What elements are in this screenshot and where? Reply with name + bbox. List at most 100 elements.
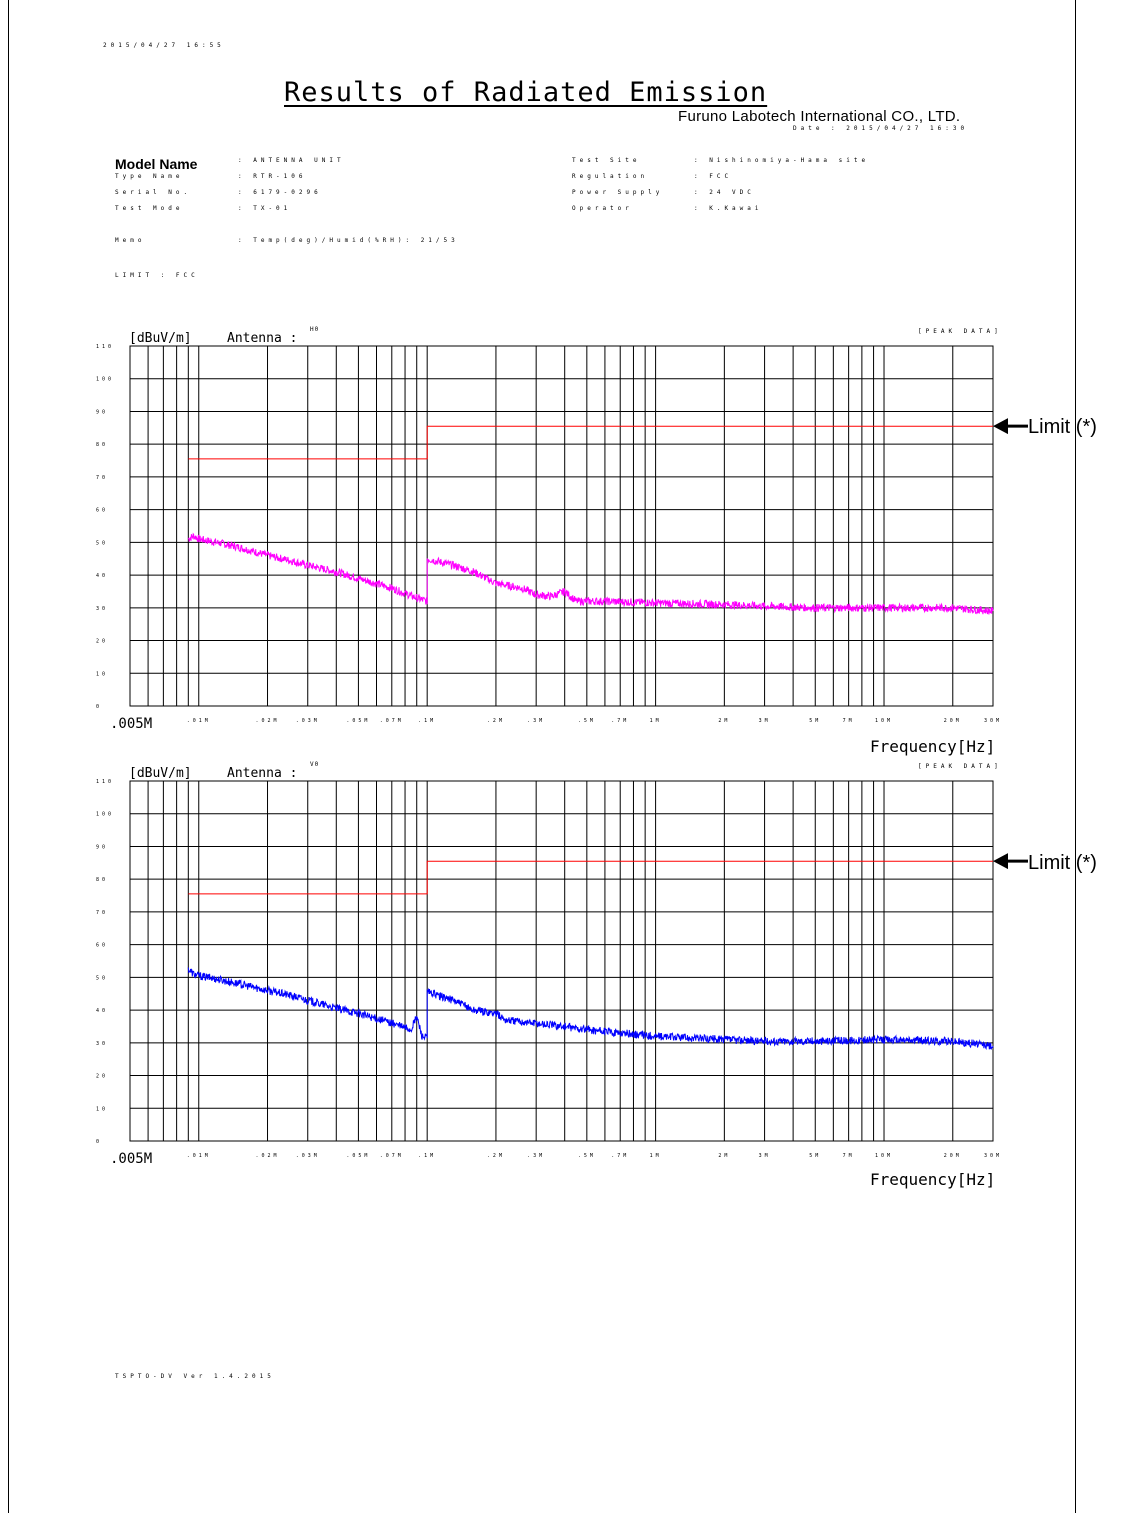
x-tick-label: .01M	[187, 718, 211, 724]
x-tick-label: .05M	[346, 1153, 370, 1159]
y-tick-label: 40	[96, 573, 108, 579]
y-tick-label: 10	[96, 1106, 108, 1112]
test-site-label: Test Site	[572, 157, 641, 164]
x-tick-label: .3M	[527, 718, 545, 724]
y-tick-label: 100	[96, 812, 114, 818]
y-tick-label: 110	[96, 779, 114, 785]
y-tick-label: 100	[96, 377, 114, 383]
emission-trace	[187, 967, 994, 1050]
limit-line	[188, 860, 993, 895]
x-tick-label: 2M	[718, 718, 730, 724]
y-tick-label: 80	[96, 442, 108, 448]
memo-label: Memo	[115, 237, 146, 244]
operator-label: Operator	[572, 205, 633, 212]
report-date: Date : 2015/04/27 16:30	[793, 125, 969, 132]
x-tick-label: 5M	[809, 718, 821, 724]
x-tick-label: 10M	[875, 1153, 893, 1159]
y-tick-label: 80	[96, 877, 108, 883]
chart1-antenna-label: Antenna :	[227, 331, 298, 346]
x-tick-label: .02M	[255, 718, 279, 724]
limit-standard: LIMIT : FCC	[115, 272, 199, 279]
x-tick-label: 30M	[984, 718, 1002, 724]
x-tick-label: 20M	[944, 718, 962, 724]
x-tick-label: .2M	[487, 1153, 505, 1159]
x-tick-label: .02M	[255, 1153, 279, 1159]
y-tick-label: 0	[96, 1139, 102, 1145]
page-border	[8, 0, 1076, 1513]
software-version: TSPTO-DV Ver 1.4.2015	[115, 1373, 275, 1380]
regulation-value: : FCC	[694, 173, 733, 180]
x-tick-label: 10M	[875, 718, 893, 724]
limit-line	[188, 425, 993, 460]
y-tick-label: 70	[96, 910, 108, 916]
test-mode-value: : TX-01	[238, 205, 292, 212]
x-tick-label: 30M	[984, 1153, 1002, 1159]
y-tick-label: 70	[96, 475, 108, 481]
test-mode-label: Test Mode	[115, 205, 184, 212]
y-tick-label: 20	[96, 639, 108, 645]
y-tick-label: 60	[96, 508, 108, 514]
x-tick-label: .7M	[611, 1153, 629, 1159]
serial-label: Serial No.	[115, 189, 192, 196]
plot-frame	[129, 345, 994, 707]
plot-frame	[129, 780, 994, 1142]
y-tick-label: 30	[96, 1041, 108, 1047]
chart1-x-start-label: .005M	[110, 716, 153, 732]
page-title: Results of Radiated Emission	[284, 77, 768, 108]
x-tick-label: 3M	[759, 718, 771, 724]
x-tick-label: .2M	[487, 718, 505, 724]
limit-arrow-icon	[993, 853, 1008, 870]
y-tick-label: 60	[96, 943, 108, 949]
x-tick-label: .1M	[418, 1153, 436, 1159]
power-supply-value: : 24 VDC	[694, 189, 755, 196]
chart2-ylabel: [dBuV/m]	[129, 766, 192, 781]
chart2-limit-annotation: Limit (*)	[1028, 852, 1097, 874]
chart1-antenna-value: H0	[310, 326, 320, 333]
y-tick-label: 30	[96, 606, 108, 612]
x-tick-label: 1M	[650, 718, 662, 724]
model-name-value: : ANTENNA UNIT	[238, 157, 345, 164]
memo-value: : Temp(deg)/Humid(%RH): 21/53	[238, 237, 459, 244]
x-tick-label: .1M	[418, 718, 436, 724]
serial-value: : 6179-0296	[238, 189, 322, 196]
x-tick-label: 7M	[843, 718, 855, 724]
y-tick-label: 50	[96, 975, 108, 981]
y-tick-label: 90	[96, 844, 108, 850]
x-tick-label: .05M	[346, 718, 370, 724]
chart2-xlabel: Frequency[Hz]	[870, 1170, 996, 1189]
print-timestamp: 2015/04/27 16:55	[103, 42, 225, 49]
y-tick-label: 110	[96, 344, 114, 350]
x-tick-label: 7M	[843, 1153, 855, 1159]
type-name-label: Type Name	[115, 173, 184, 180]
x-tick-label: .03M	[296, 1153, 320, 1159]
x-tick-label: 5M	[809, 1153, 821, 1159]
chart-vertical: 0 10 20 30 40 50 60 70 80 90 100 110 .01M .02M .03M .05…	[96, 779, 1028, 1159]
chart2-x-start-label: .005M	[110, 1151, 153, 1167]
x-tick-label: 3M	[759, 1153, 771, 1159]
x-tick-label: 1M	[650, 1153, 662, 1159]
chart2-peak-label: [PEAK DATA]	[918, 763, 1002, 770]
x-tick-label: .01M	[187, 1153, 211, 1159]
x-tick-label: 2M	[718, 1153, 730, 1159]
x-tick-label: 20M	[944, 1153, 962, 1159]
test-site-value: : Nishinomiya-Hama site	[694, 157, 870, 164]
x-tick-label: .07M	[380, 1153, 404, 1159]
company-name: Furuno Labotech International CO., LTD.	[678, 108, 961, 125]
chart1-limit-annotation: Limit (*)	[1028, 416, 1097, 438]
chart2-antenna-label: Antenna :	[227, 766, 298, 781]
chart1-xlabel: Frequency[Hz]	[870, 737, 996, 756]
chart-horizontal: 0 10 20 30 40 50 60 70 80 90 100 110 .01M .02M .03M .05…	[96, 344, 1028, 724]
type-name-value: : RTR-106	[238, 173, 307, 180]
chart1-peak-label: [PEAK DATA]	[918, 328, 1002, 335]
x-tick-label: .5M	[578, 718, 596, 724]
x-tick-label: .5M	[578, 1153, 596, 1159]
power-supply-label: Power Supply	[572, 189, 664, 196]
y-tick-label: 20	[96, 1074, 108, 1080]
x-tick-label: .07M	[380, 718, 404, 724]
model-name-label: Model Name	[115, 156, 198, 172]
chart2-antenna-value: V0	[310, 761, 320, 768]
y-tick-label: 0	[96, 704, 102, 710]
y-tick-label: 50	[96, 540, 108, 546]
limit-arrow-icon	[993, 418, 1008, 435]
x-tick-label: .3M	[527, 1153, 545, 1159]
